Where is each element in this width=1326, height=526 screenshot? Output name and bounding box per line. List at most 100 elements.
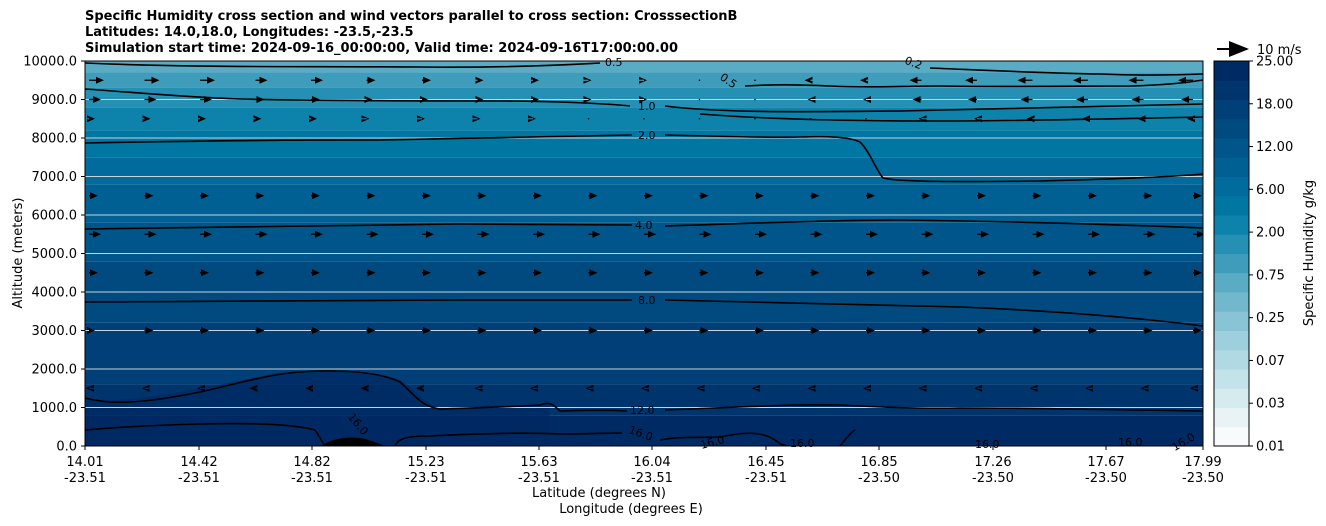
contour-line-8.0 xyxy=(85,299,1203,327)
x-tick-label-lat: 16.85 xyxy=(860,455,897,470)
wind-vector xyxy=(810,230,823,238)
wind-vector xyxy=(361,115,370,123)
wind-vector xyxy=(810,192,820,200)
wind-vector xyxy=(644,230,656,238)
x-tick-label-lat: 14.82 xyxy=(293,455,330,470)
wind-vector xyxy=(921,230,934,238)
colorbar-level xyxy=(1214,118,1249,139)
wind-vector xyxy=(866,269,875,277)
wind-vector xyxy=(696,384,705,392)
contour-label: 16.0 xyxy=(699,433,726,452)
wind-vector xyxy=(583,76,592,84)
wind-vector xyxy=(754,98,756,101)
x-tick-label-lon: -23.50 xyxy=(972,471,1014,486)
wind-vector xyxy=(364,96,373,103)
wind-vector xyxy=(860,76,868,84)
wind-vector xyxy=(477,192,487,200)
wind-vector xyxy=(965,76,977,84)
wind-vector xyxy=(977,230,989,238)
y-tick-label: 4000.0 xyxy=(32,286,78,301)
wind-vector xyxy=(699,192,709,200)
contour-label: 16.0 xyxy=(1118,436,1143,449)
wind-vector xyxy=(1137,115,1146,123)
wind-vector xyxy=(1088,269,1097,277)
wind-vector xyxy=(865,117,867,120)
wind-vector xyxy=(1032,269,1042,277)
wind-vector xyxy=(311,269,320,277)
wind-vector xyxy=(366,327,376,334)
wind-vector xyxy=(804,76,813,84)
wind-vector xyxy=(1088,230,1100,238)
wind-vector xyxy=(87,327,95,334)
chart-title-line-2: Latitudes: 14.0,18.0, Longitudes: -23.5,… xyxy=(85,25,414,40)
colorbar-tick-label: 12.00 xyxy=(1256,140,1293,155)
wind-vector xyxy=(1088,327,1097,334)
wind-vector xyxy=(249,384,258,392)
wind-vector xyxy=(921,269,931,277)
wind-vector xyxy=(200,327,209,334)
contour-line-16.0 xyxy=(85,422,856,446)
wind-vector xyxy=(1082,115,1090,123)
colorbar-level xyxy=(1214,311,1249,331)
colorbar-level xyxy=(1214,426,1249,447)
wind-vector xyxy=(198,115,206,123)
x-axis-label-latitude: Latitude (degrees N) xyxy=(532,486,666,501)
wind-vector xyxy=(200,76,215,84)
wind-vector xyxy=(755,327,764,334)
wind-vector xyxy=(639,76,647,84)
wind-vector xyxy=(475,96,484,103)
colorbar-tick-label: 0.07 xyxy=(1256,354,1285,369)
wind-vector xyxy=(755,192,764,200)
wind-vector xyxy=(533,327,542,334)
wind-vector xyxy=(588,269,598,277)
colorbar-level xyxy=(1214,138,1249,158)
wind-vector xyxy=(977,269,986,277)
wind-vector xyxy=(698,98,701,101)
humidity-band xyxy=(85,157,1203,185)
y-tick-label: 10000.0 xyxy=(23,55,77,70)
x-tick-label-lon: -23.51 xyxy=(631,471,673,486)
x-axis-label-longitude: Longitude (degrees E) xyxy=(559,502,703,517)
x-tick-label-lat: 16.04 xyxy=(633,455,670,470)
wind-vector xyxy=(588,192,598,200)
x-tick-label-lat: 17.67 xyxy=(1087,455,1124,470)
x-tick-label-lon: -23.50 xyxy=(858,471,900,486)
wind-vector xyxy=(755,269,764,277)
colorbar-level xyxy=(1214,407,1249,428)
contour-labels: 0.5 0.5 0.2 1.0 2.0 4.0 8.0 12.0 16.0 16… xyxy=(345,54,1197,454)
wind-vector xyxy=(1088,192,1097,200)
wind-vector xyxy=(644,192,653,200)
wind-vector xyxy=(422,76,431,84)
wind-vector xyxy=(1178,76,1193,84)
wind-vector xyxy=(639,96,647,103)
wind-vector xyxy=(366,230,379,238)
x-axis: 14.01-23.5114.42-23.5114.82-23.5115.23-2… xyxy=(64,446,1224,486)
contour-label: 12.0 xyxy=(630,404,655,417)
contour-label: 0.5 xyxy=(605,56,623,69)
wind-vector xyxy=(1029,384,1038,392)
wind-vector xyxy=(1032,230,1045,238)
colorbar-level xyxy=(1214,195,1249,216)
colorbar-level xyxy=(1214,388,1249,408)
wind-vector xyxy=(311,192,320,200)
wind-vector xyxy=(533,192,542,200)
wind-vector xyxy=(422,327,431,334)
wind-vector xyxy=(144,76,160,84)
colorbar-tick-label: 2.00 xyxy=(1256,226,1285,241)
wind-vector xyxy=(255,96,265,103)
wind-vector xyxy=(699,327,709,334)
wind-vector xyxy=(366,192,376,200)
x-tick-label-lon: -23.50 xyxy=(1182,471,1224,486)
wind-vector xyxy=(142,115,151,123)
wind-vector xyxy=(311,96,320,103)
wind-vector xyxy=(977,327,986,334)
wind-vector xyxy=(807,384,816,392)
colorbar-level xyxy=(1214,99,1249,120)
wind-vector xyxy=(754,79,756,82)
x-tick-label-lon: -23.51 xyxy=(405,471,447,486)
wind-vector xyxy=(533,230,545,238)
wind-vector xyxy=(968,96,977,103)
wind-vector xyxy=(809,117,812,120)
wind-vector xyxy=(1193,269,1202,277)
wind-vector xyxy=(583,96,592,103)
